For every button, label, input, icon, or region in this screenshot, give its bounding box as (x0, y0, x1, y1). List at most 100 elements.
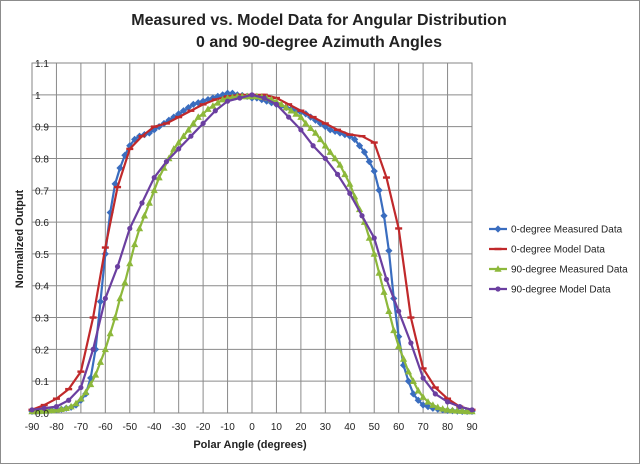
data-point (355, 205, 364, 213)
x-tick-label: -10 (220, 422, 235, 433)
data-point (114, 185, 122, 189)
data-point (272, 96, 280, 100)
y-tick-label: 0.7 (35, 186, 49, 197)
data-point (188, 133, 194, 139)
data-point (309, 115, 317, 119)
data-point (209, 102, 217, 109)
x-axis-title: Polar Angle (degrees) (193, 439, 307, 451)
data-point (469, 407, 475, 413)
data-point (127, 225, 133, 232)
data-point (297, 113, 305, 120)
data-point (126, 259, 134, 267)
data-point (209, 94, 217, 102)
data-point (316, 119, 325, 128)
data-point (414, 386, 422, 394)
data-point (336, 161, 344, 168)
data-point (419, 401, 427, 409)
data-point (302, 119, 310, 127)
data-point (316, 135, 325, 143)
data-point (237, 95, 243, 101)
data-point (66, 397, 72, 403)
data-point (286, 114, 292, 120)
data-point (341, 130, 349, 139)
y-tick-label: 0.4 (35, 282, 49, 293)
y-tick-label: 0.6 (35, 218, 49, 229)
y-tick-label: 0.1 (35, 377, 49, 388)
data-point (273, 101, 280, 107)
data-point (101, 345, 109, 353)
data-point (194, 113, 202, 120)
legend-item-90-degree-measured-data: 90-degree Measured Data (489, 265, 628, 276)
data-point (382, 176, 390, 179)
data-point (224, 98, 231, 104)
plot-area (31, 62, 473, 414)
data-point (292, 110, 300, 117)
data-point (439, 405, 447, 412)
data-point (145, 199, 153, 206)
x-tick-label: 60 (393, 422, 405, 433)
data-point (184, 103, 193, 112)
series-90-degree-model-data (29, 92, 475, 413)
x-tick-label: 30 (320, 422, 332, 433)
data-point (179, 132, 188, 139)
data-point (106, 329, 114, 337)
data-point (429, 401, 437, 408)
y-tick-label: 0.3 (35, 314, 49, 325)
legend-item-0-degree-model-data: 0-degree Model Data (489, 245, 605, 256)
data-point (375, 269, 383, 276)
data-point (365, 234, 373, 241)
legend-marker (494, 247, 502, 251)
data-point (385, 307, 393, 314)
data-point (370, 167, 378, 175)
data-point (249, 92, 255, 98)
data-point (41, 405, 47, 411)
data-point (365, 158, 373, 166)
data-point (212, 108, 218, 114)
data-point (346, 133, 354, 136)
data-point (311, 129, 320, 136)
data-point (131, 240, 139, 248)
data-point (297, 109, 305, 112)
data-point (448, 406, 457, 414)
x-tick-label: 0 (249, 422, 255, 433)
data-point (370, 141, 378, 144)
data-point (331, 127, 339, 136)
data-point (395, 342, 403, 349)
data-point (420, 375, 426, 381)
data-point (138, 134, 146, 138)
data-point (38, 407, 46, 414)
legend-label: 0-degree Model Data (511, 245, 605, 256)
data-point (150, 125, 158, 128)
data-point (321, 141, 329, 149)
data-point (121, 278, 129, 286)
data-point (236, 93, 244, 97)
data-point (282, 103, 290, 111)
data-point (326, 148, 334, 155)
data-point (408, 340, 414, 346)
data-point (334, 171, 341, 177)
y-tick-label: 0.9 (35, 123, 49, 134)
y-tick-label: 1.1 (35, 59, 49, 70)
data-point (395, 333, 403, 341)
y-tick-label: 0.5 (35, 250, 49, 261)
data-point (214, 98, 222, 106)
x-tick-label: -50 (123, 422, 138, 433)
data-point (453, 406, 461, 414)
data-point (375, 186, 383, 194)
data-point (170, 145, 178, 152)
data-point (383, 276, 390, 282)
data-point (96, 298, 105, 306)
data-point (409, 377, 417, 384)
chart-title: Measured vs. Model Data for Angular Dist… (131, 12, 506, 29)
data-point (285, 103, 293, 106)
data-point (310, 143, 316, 149)
data-point (443, 406, 452, 413)
data-point (424, 398, 432, 405)
y-tick-label: 0.8 (35, 154, 49, 165)
x-tick-label: -30 (171, 422, 186, 433)
data-point (126, 147, 134, 151)
data-point (187, 109, 195, 112)
data-point (385, 247, 393, 255)
